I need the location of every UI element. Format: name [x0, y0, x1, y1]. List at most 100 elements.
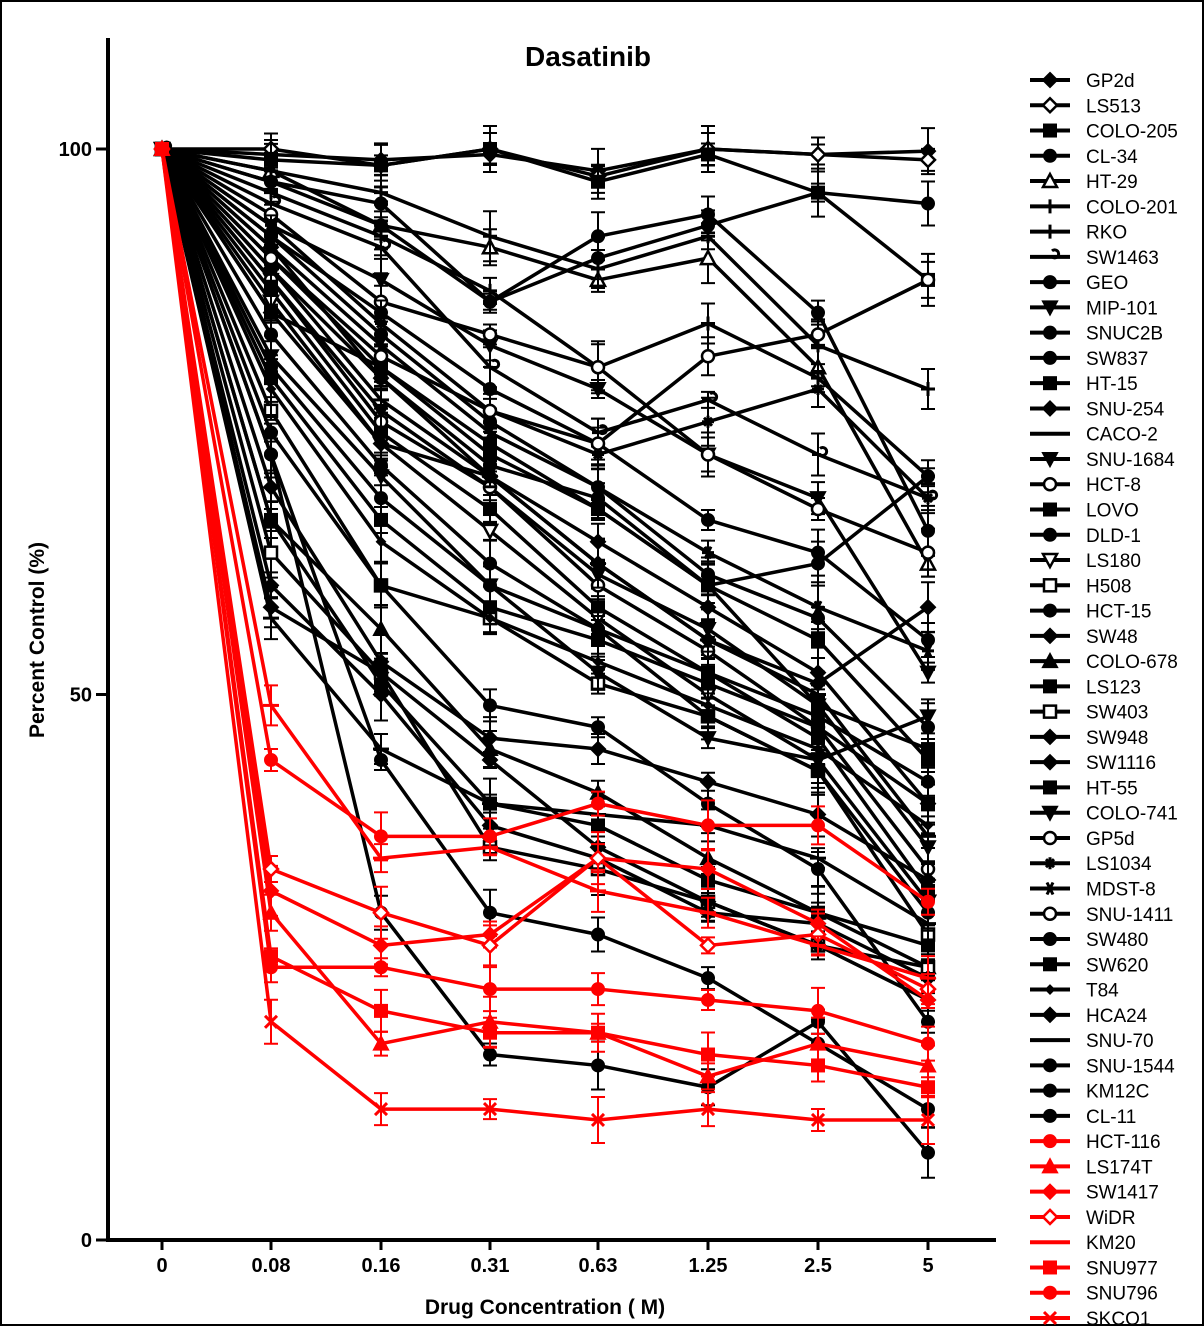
- series-line-ls513: [162, 147, 929, 179]
- legend-label: CL-34: [1086, 147, 1138, 168]
- data-point: [264, 447, 278, 462]
- data-point: [812, 383, 824, 396]
- legend-item-sw480: SW480: [1030, 930, 1148, 951]
- data-point: [375, 317, 387, 330]
- data-point: [481, 729, 499, 747]
- data-point: [922, 644, 934, 658]
- data-point: [591, 982, 605, 997]
- legend-item-ht-15: HT-15: [1030, 374, 1138, 395]
- data-point: [262, 478, 280, 496]
- data-point: [701, 512, 715, 527]
- data-point: [811, 862, 825, 877]
- data-point: [591, 796, 605, 811]
- legend-label: HT-15: [1086, 374, 1138, 395]
- data-point: [810, 501, 826, 517]
- data-point: [920, 272, 936, 288]
- legend-item-snu-70: SNU-70: [1030, 1031, 1154, 1052]
- legend-marker: [1041, 753, 1059, 771]
- legend-item-sw48: SW48: [1030, 627, 1138, 648]
- series-line-mip-101: [160, 147, 930, 674]
- data-point: [702, 415, 714, 428]
- data-point: [483, 982, 497, 997]
- legend-label: HT-55: [1086, 778, 1138, 799]
- legend-item-ls513: LS513: [1030, 96, 1141, 117]
- legend-marker: [1041, 1157, 1059, 1174]
- data-point: [592, 480, 604, 494]
- legend-marker: [1043, 1083, 1057, 1098]
- legend-item-widr: WiDR: [1030, 1208, 1136, 1229]
- data-point: [591, 1025, 605, 1040]
- data-point: [484, 425, 496, 440]
- series-line-snu-1411: [160, 147, 929, 446]
- series-line-sw1463: [161, 147, 929, 500]
- legend-item-ls123: LS123: [1030, 677, 1141, 698]
- data-point: [810, 327, 826, 342]
- x-tick-label: 0.63: [579, 1255, 618, 1277]
- legend-marker: [1041, 71, 1059, 89]
- legend-marker: [1043, 1285, 1057, 1300]
- legend-item-sw620: SW620: [1030, 955, 1148, 976]
- data-point: [374, 1003, 388, 1018]
- series-line-widr: [160, 148, 929, 991]
- legend-item-ls180: LS180: [1030, 551, 1141, 572]
- legend-marker: [1043, 224, 1057, 239]
- legend-marker: [1040, 552, 1060, 570]
- data-point: [701, 316, 715, 331]
- x-tick-label: 5: [922, 1255, 933, 1277]
- y-tick-label: 0: [81, 1230, 92, 1252]
- data-point: [698, 248, 718, 266]
- data-point: [701, 971, 715, 986]
- data-point: [702, 545, 714, 560]
- legend-label: LOVO: [1086, 501, 1139, 522]
- legend-marker: [1042, 830, 1058, 846]
- series-line-ls123: [160, 148, 929, 948]
- data-point: [591, 174, 605, 189]
- series-line-dld-1: [160, 147, 930, 588]
- data-point: [265, 195, 282, 207]
- data-point: [154, 141, 170, 157]
- legend-marker: [1041, 728, 1059, 746]
- series-km20: [154, 147, 936, 1002]
- legend-label: SW1417: [1086, 1183, 1159, 1204]
- legend-label: KM12C: [1086, 1082, 1149, 1103]
- series-line-sw837: [160, 147, 930, 729]
- legend-label: SW1116: [1086, 753, 1156, 774]
- legend-label: LS174T: [1086, 1157, 1153, 1178]
- data-point: [374, 491, 388, 506]
- data-point: [812, 446, 829, 457]
- legend-item-snu-254: SNU-254: [1030, 399, 1165, 420]
- data-point: [374, 829, 388, 844]
- legend-marker: [1043, 1058, 1057, 1073]
- series-line-gp5d: [161, 147, 929, 555]
- legend-item-caco-2: CACO-2: [1030, 425, 1158, 446]
- legend-item-sw837: SW837: [1030, 349, 1148, 370]
- chart-title: Dasatinib: [525, 41, 651, 72]
- legend-marker: [1041, 1183, 1059, 1201]
- series-line-snu-70: [160, 148, 929, 926]
- legend-label: SNU-70: [1086, 1031, 1154, 1052]
- legend-marker: [1041, 805, 1059, 822]
- data-point: [262, 860, 280, 878]
- legend-marker: [1043, 1260, 1057, 1275]
- data-point: [921, 382, 935, 397]
- legend-marker: [1042, 578, 1058, 593]
- legend-marker: [1042, 1310, 1058, 1326]
- legend-marker: [1043, 275, 1057, 290]
- data-point: [591, 632, 605, 647]
- data-point: [811, 556, 825, 571]
- series-line-ls180: [160, 147, 930, 903]
- legend-marker: [1041, 1006, 1059, 1024]
- y-tick-label: 50: [70, 685, 92, 707]
- series-snu977: [155, 142, 935, 1099]
- legend-label: SNUC2B: [1086, 324, 1163, 345]
- legend-marker: [1043, 527, 1057, 542]
- data-point: [264, 752, 278, 767]
- legend-marker: [1041, 627, 1059, 645]
- legend-item-snuc2b: SNUC2B: [1030, 324, 1163, 345]
- legend-item-ls174t: LS174T: [1030, 1157, 1153, 1178]
- series-line-sw948: [160, 148, 929, 980]
- data-point: [810, 1112, 826, 1128]
- legend-item-snu-1411: SNU-1411: [1030, 905, 1173, 926]
- data-point: [374, 218, 388, 233]
- legend-item-sw1463: SW1463: [1030, 248, 1159, 269]
